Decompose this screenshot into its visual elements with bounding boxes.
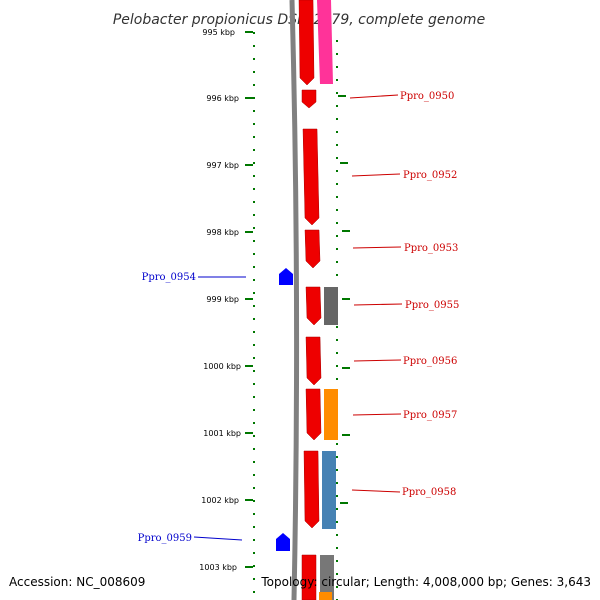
gene-block-grey[interactable] [320,555,334,600]
reverse-genes[interactable] [276,268,293,551]
gene-arrow[interactable] [304,229,321,269]
gene-label[interactable]: Ppro_0957 [403,410,457,421]
topology-text: Topology: circular; Length: 4,008,000 bp… [260,575,591,589]
left-leader-lines [193,276,246,541]
accession-text: Accession: NC_008609 [9,575,145,589]
gene-label[interactable]: Ppro_0950 [400,91,454,102]
gene-label[interactable]: Ppro_0953 [404,243,458,254]
gene-label[interactable]: Ppro_0954 [142,272,196,283]
map-title: Pelobacter propionicus DSM 2379, complet… [113,12,485,28]
right-gene-labels: Ppro_0950 Ppro_0952 Ppro_0953 Ppro_0955 … [400,91,459,498]
scale-label: 997 kbp [206,161,239,170]
gene-arrow-reverse[interactable] [279,268,293,285]
gene-label[interactable]: Ppro_0958 [402,487,456,498]
scale-label: 998 kbp [206,228,239,237]
scale-label: 1000 kbp [203,362,241,371]
gene-label[interactable]: Ppro_0956 [403,356,457,367]
scale-label: 1001 kbp [203,429,241,438]
gene-label[interactable]: Ppro_0952 [403,170,457,181]
gene-arrow[interactable] [305,286,322,326]
gene-arrow[interactable] [301,89,317,109]
left-gene-labels: Ppro_0954 Ppro_0959 [138,272,196,544]
gene-arrow[interactable] [305,336,322,386]
gene-block-orange[interactable] [319,592,332,600]
scale-label: 1002 kbp [201,496,239,505]
scale-label: 999 kbp [206,295,239,304]
gene-arrow[interactable] [305,388,322,441]
scale-labels: 995 kbp 996 kbp 997 kbp 998 kbp 999 kbp … [199,28,241,572]
right-leader-lines [349,94,403,493]
gene-block-magenta[interactable] [317,0,333,84]
gene-label[interactable]: Ppro_0959 [138,533,192,544]
genome-backbone [289,0,300,600]
scale-label: 996 kbp [206,94,239,103]
scale-major-ticks [245,31,350,568]
gene-block-steelblue[interactable] [322,451,336,529]
gene-block-orange[interactable] [324,389,338,440]
gene-arrow[interactable] [298,0,315,86]
gene-arrow-reverse[interactable] [276,533,290,551]
gene-arrow[interactable] [301,554,317,600]
gene-label[interactable]: Ppro_0955 [405,300,459,311]
feature-column[interactable] [317,0,338,600]
gene-block-grey[interactable] [324,287,338,325]
scale-label: 1003 kbp [199,563,237,572]
gene-arrow[interactable] [302,128,320,226]
forward-genes[interactable] [298,0,322,600]
scale-label: 995 kbp [202,28,235,37]
gene-arrow[interactable] [303,450,320,529]
